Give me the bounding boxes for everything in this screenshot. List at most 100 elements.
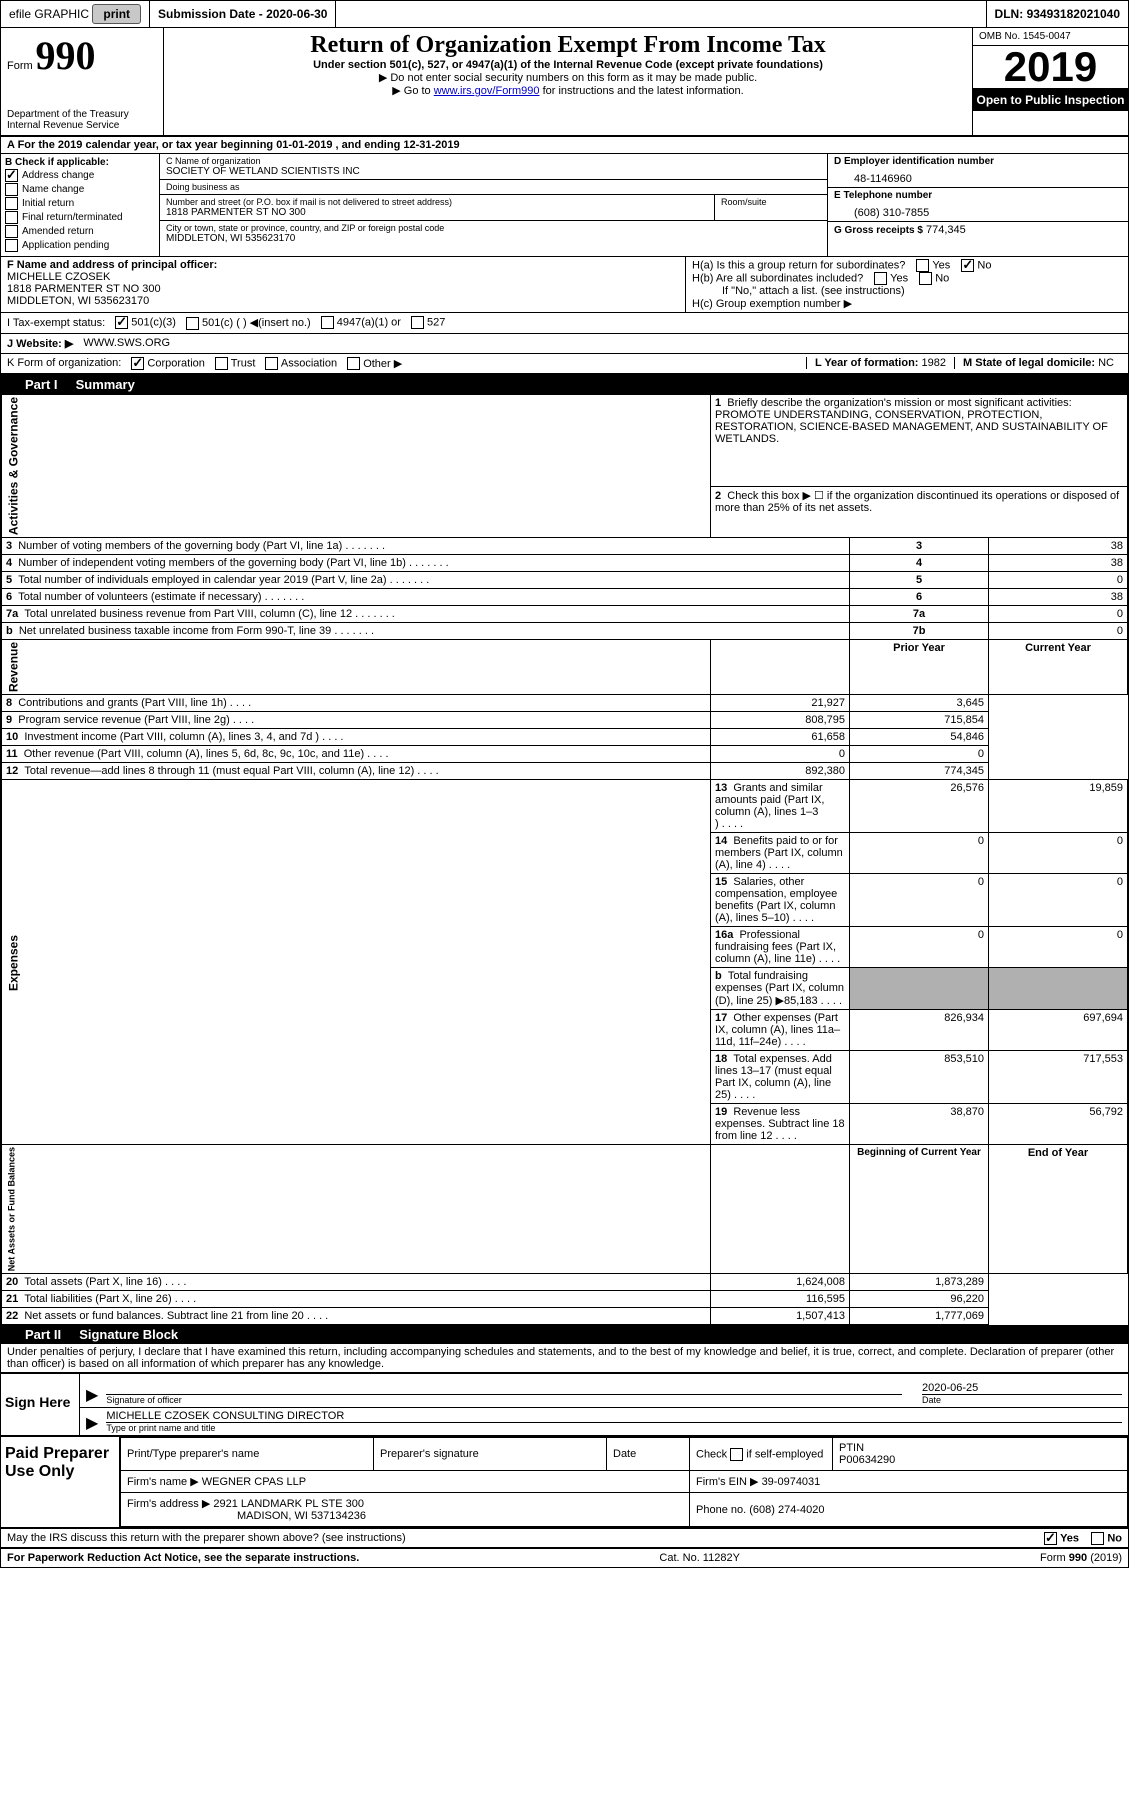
- rev-curr-header: Current Year: [989, 640, 1128, 695]
- org-name-value: SOCIETY OF WETLAND SCIENTISTS INC: [166, 166, 821, 177]
- hc-row: H(c) Group exemption number ▶: [692, 297, 1122, 310]
- penalty-text: Under penalties of perjury, I declare th…: [1, 1344, 1128, 1373]
- q1-answer: PROMOTE UNDERSTANDING, CONSERVATION, PRO…: [715, 409, 1108, 445]
- tax-status-row: I Tax-exempt status: 501(c)(3) 501(c) ( …: [1, 313, 1128, 334]
- firm-phone-cell: Phone no. (608) 274-4020: [690, 1493, 1128, 1527]
- status-527-checkbox[interactable]: [411, 316, 424, 329]
- discuss-no-checkbox[interactable]: [1091, 1532, 1104, 1545]
- hb-no-label: No: [935, 272, 949, 284]
- footer-right-post: (2019): [1090, 1552, 1122, 1564]
- irs-discuss-row: May the IRS discuss this return with the…: [1, 1529, 1128, 1549]
- colb-checkbox-2[interactable]: [5, 197, 18, 210]
- rev-curr: 3,645: [850, 695, 989, 712]
- colb-checkbox-1[interactable]: [5, 183, 18, 196]
- rev-curr: 54,846: [850, 729, 989, 746]
- colb-label-1: Name change: [22, 184, 84, 195]
- gov-2-num: 2: [715, 490, 721, 502]
- firm-addr1: 2921 LANDMARK PL STE 300: [213, 1498, 364, 1510]
- discuss-yes: Yes: [1060, 1533, 1079, 1545]
- korg-corp: Corporation: [147, 357, 204, 369]
- l-label: L Year of formation:: [815, 357, 919, 369]
- phone-label: E Telephone number: [834, 190, 1122, 201]
- discuss-yes-checkbox[interactable]: [1044, 1532, 1057, 1545]
- ha-yes-checkbox[interactable]: [916, 259, 929, 272]
- korg-corp-checkbox[interactable]: [131, 357, 144, 370]
- ha-no-checkbox[interactable]: [961, 259, 974, 272]
- col-b-checkboxes: B Check if applicable: Address changeNam…: [1, 154, 160, 256]
- rev-desc: 10 Investment income (Part VIII, column …: [2, 729, 711, 746]
- colb-checkbox-3[interactable]: [5, 211, 18, 224]
- sig-date-label: Date: [922, 1394, 1122, 1405]
- status-4947-checkbox[interactable]: [321, 316, 334, 329]
- status-501c3-checkbox[interactable]: [115, 316, 128, 329]
- prep-h4-pre: Check: [696, 1448, 727, 1460]
- status-501c: 501(c) ( ) ◀(insert no.): [202, 317, 311, 329]
- na-end: 1,777,069: [850, 1308, 989, 1325]
- form990-link[interactable]: www.irs.gov/Form990: [434, 85, 540, 97]
- hb-yes-checkbox[interactable]: [874, 272, 887, 285]
- self-employed-checkbox[interactable]: [730, 1448, 743, 1461]
- header-center: Return of Organization Exempt From Incom…: [164, 28, 972, 135]
- colb-checkbox-5[interactable]: [5, 239, 18, 252]
- rev-row: 11 Other revenue (Part VIII, column (A),…: [2, 746, 1128, 763]
- preparer-right: Print/Type preparer's name Preparer's si…: [120, 1437, 1128, 1527]
- q1-cell: 1 Briefly describe the organization's mi…: [711, 395, 1128, 486]
- colb-checkbox-0[interactable]: [5, 169, 18, 182]
- firm-name: WEGNER CPAS LLP: [202, 1476, 306, 1488]
- korg-other-checkbox[interactable]: [347, 357, 360, 370]
- rev-desc: 12 Total revenue—add lines 8 through 11 …: [2, 763, 711, 780]
- firm-name-cell: Firm's name ▶ WEGNER CPAS LLP: [121, 1471, 690, 1493]
- korg-assoc-checkbox[interactable]: [265, 357, 278, 370]
- prep-h3: Date: [607, 1438, 690, 1471]
- na-begin: 1,507,413: [711, 1308, 850, 1325]
- sig-name-label: Type or print name and title: [106, 1422, 1122, 1433]
- gov-desc: 7a Total unrelated business revenue from…: [2, 606, 850, 623]
- org-name-label: C Name of organization: [166, 156, 821, 166]
- q1-text: Briefly describe the organization's miss…: [727, 397, 1071, 409]
- gov-2-desc: Check this box ▶ ☐ if the organization d…: [715, 490, 1119, 514]
- korg-trust-checkbox[interactable]: [215, 357, 228, 370]
- exp-prior: 0: [850, 927, 989, 968]
- city-label: City or town, state or province, country…: [166, 223, 821, 233]
- colb-label-0: Address change: [22, 170, 94, 181]
- colb-item-5: Application pending: [5, 239, 155, 252]
- gov-row: 7a Total unrelated business revenue from…: [2, 606, 1128, 623]
- print-button[interactable]: print: [92, 4, 141, 24]
- gov-row: 6 Total number of volunteers (estimate i…: [2, 589, 1128, 606]
- na-row: 21 Total liabilities (Part X, line 26) .…: [2, 1291, 1128, 1308]
- gross-block: G Gross receipts $ 774,345: [828, 222, 1128, 238]
- na-end-header: End of Year: [989, 1145, 1128, 1274]
- form-note-2: ▶ Go to www.irs.gov/Form990 for instruct…: [174, 84, 962, 97]
- sig-officer-row: ▶ Signature of officer 2020-06-25 Date: [80, 1374, 1128, 1408]
- exp-curr: 56,792: [989, 1104, 1128, 1145]
- exp-desc: 19 Revenue less expenses. Subtract line …: [711, 1104, 850, 1145]
- f-name: MICHELLE CZOSEK: [7, 271, 110, 283]
- status-label: I Tax-exempt status:: [7, 317, 105, 329]
- status-501c-checkbox[interactable]: [186, 317, 199, 330]
- sign-right: ▶ Signature of officer 2020-06-25 Date ▶…: [80, 1374, 1128, 1435]
- efile-label: efile GRAPHIC print: [1, 1, 150, 27]
- prep-h4-post: if self-employed: [746, 1448, 823, 1460]
- gov-desc: 6 Total number of volunteers (estimate i…: [2, 589, 850, 606]
- side-revenue: Revenue: [2, 640, 711, 695]
- footer-left: For Paperwork Reduction Act Notice, see …: [7, 1552, 359, 1564]
- part-1-title: Summary: [76, 377, 135, 392]
- rev-prior: 21,927: [711, 695, 850, 712]
- rev-desc: 9 Program service revenue (Part VIII, li…: [2, 712, 711, 729]
- exp-curr: 0: [989, 874, 1128, 927]
- prep-ptin-cell: PTIN P00634290: [833, 1438, 1128, 1471]
- part-1-header: Part I Summary: [1, 375, 1128, 394]
- ha-text: H(a) Is this a group return for subordin…: [692, 259, 905, 271]
- row-a-tax-year: A For the 2019 calendar year, or tax yea…: [1, 137, 1128, 154]
- form-note-1: ▶ Do not enter social security numbers o…: [174, 71, 962, 84]
- colb-checkbox-4[interactable]: [5, 225, 18, 238]
- gross-value: 774,345: [926, 224, 966, 236]
- prep-ptin: P00634290: [839, 1454, 895, 1466]
- footer-right-pre: Form: [1040, 1552, 1069, 1564]
- exp-desc: 18 Total expenses. Add lines 13–17 (must…: [711, 1051, 850, 1104]
- hb-no-checkbox[interactable]: [919, 272, 932, 285]
- firm-ein-cell: Firm's EIN ▶ 39-0974031: [690, 1471, 1128, 1493]
- topbar-spacer: [336, 1, 986, 27]
- f-label: F Name and address of principal officer:: [7, 259, 217, 271]
- gov-2-text: 2 Check this box ▶ ☐ if the organization…: [711, 486, 1128, 538]
